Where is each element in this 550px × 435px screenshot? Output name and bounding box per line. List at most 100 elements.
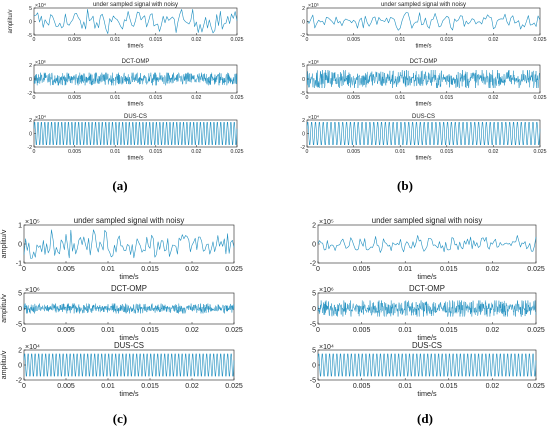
signal-line xyxy=(23,303,235,314)
y-multiplier: ×10⁵ xyxy=(308,3,319,9)
subplot-2-3: 0 0.005 0.01 0.015 0.02 0.025-202 ×10⁴ DUS-CSti… xyxy=(300,114,546,161)
signal-line xyxy=(306,121,541,146)
x-tick-label: 0.02 xyxy=(486,266,500,273)
y-tick-label: 0 xyxy=(312,241,316,248)
subplot-2-1: 0 0.005 0.01 0.015 0.02 0.025-202 ×10⁵ under sa… xyxy=(300,2,546,49)
x-tick-label: 0.02 xyxy=(185,266,199,273)
x-tick-label: 0.02 xyxy=(185,383,199,390)
subplot-2-2: 0 0.005 0.01 0.015 0.02 0.025-505 ×10⁶ DCT-OMPt… xyxy=(300,59,546,107)
signal-line xyxy=(317,353,537,377)
y-tick-label: -5 xyxy=(27,33,32,39)
y-tick-label: -5 xyxy=(310,377,316,384)
x-tick-label: 0 xyxy=(33,95,36,101)
subplot-3-1: 0 0.005 0.01 0.015 0.02 0.025-101 ×10⁵ under sa… xyxy=(0,216,243,281)
y-tick-label: 2 xyxy=(302,6,305,12)
y-axis-label: amplitu/v xyxy=(0,294,8,323)
subplot-title: DUS-CS xyxy=(114,341,144,350)
y-tick-label: -5 xyxy=(16,321,22,328)
signal-line xyxy=(306,69,541,89)
x-tick-label: 0.015 xyxy=(141,383,159,390)
x-tick-label: 0 xyxy=(306,37,309,43)
subplot-title: DCT-OMP xyxy=(111,284,147,293)
x-axis-label: time/s xyxy=(417,272,437,281)
subplot-title: under sampled signal with noisy xyxy=(74,216,185,225)
panel-label: (b) xyxy=(397,178,413,193)
x-tick-label: 0.01 xyxy=(395,37,405,43)
subplot-3-3: 0 0.005 0.01 0.015 0.02 0.025-202 ×10⁴ DUS-CSti… xyxy=(0,341,243,398)
y-tick-label: 5 xyxy=(312,290,316,297)
subplot-title: DUS-CS xyxy=(412,341,442,350)
x-tick-label: 0.02 xyxy=(486,383,500,390)
x-axis-label: time/s xyxy=(417,389,437,398)
axes-box xyxy=(317,224,537,264)
x-tick-label: 0.005 xyxy=(347,37,360,43)
y-tick-label: -2 xyxy=(300,145,305,151)
subplot-title: DCT-OMP xyxy=(122,59,150,65)
x-tick-label: 0.02 xyxy=(488,149,498,155)
y-tick-label: 5 xyxy=(302,63,305,69)
x-tick-label: 0.02 xyxy=(185,327,199,334)
y-tick-label: -2 xyxy=(300,33,305,39)
y-tick-label: -5 xyxy=(300,91,305,97)
y-axis-label: amplitu/v xyxy=(8,9,14,33)
x-tick-label: 0.025 xyxy=(225,266,243,273)
x-tick-label: 0.025 xyxy=(231,95,244,101)
y-multiplier: ×10⁴ xyxy=(319,344,334,351)
x-tick-label: 0.025 xyxy=(231,149,244,155)
x-tick-label: 0.005 xyxy=(68,37,81,43)
x-tick-label: 0.01 xyxy=(398,266,412,273)
x-axis-label: time/s xyxy=(415,43,431,49)
y-tick-label: -2 xyxy=(27,145,32,151)
x-tick-label: 0.005 xyxy=(57,383,75,390)
y-multiplier: ×10⁴ xyxy=(25,344,40,351)
x-axis-label: time/s xyxy=(119,389,139,398)
y-tick-label: -5 xyxy=(310,321,316,328)
x-tick-label: 0.01 xyxy=(398,383,412,390)
x-tick-label: 0.015 xyxy=(149,149,162,155)
y-axis-label: amplitu/v xyxy=(0,350,8,379)
y-tick-label: 0 xyxy=(302,19,305,25)
x-tick-label: 0 xyxy=(22,327,26,334)
x-axis-label: time/s xyxy=(415,101,431,107)
x-tick-label: 0.01 xyxy=(395,149,405,155)
y-multiplier: ×10⁴ xyxy=(308,115,319,121)
y-tick-label: 0 xyxy=(29,131,32,137)
x-tick-label: 0 xyxy=(306,149,309,155)
x-tick-label: 0.005 xyxy=(353,266,371,273)
x-tick-label: 0.02 xyxy=(488,95,498,101)
y-tick-label: 2 xyxy=(312,222,316,229)
x-tick-label: 0 xyxy=(33,37,36,43)
y-multiplier: ×10⁶ xyxy=(319,287,334,294)
y-tick-label: 0 xyxy=(302,131,305,137)
x-tick-label: 0.01 xyxy=(110,37,120,43)
x-tick-label: 0.005 xyxy=(57,327,75,334)
y-tick-label: 0 xyxy=(18,241,22,248)
subplot-3-2: 0 0.005 0.01 0.015 0.02 0.025-505 ×10⁶ DCT-OMPt… xyxy=(0,284,243,342)
signal-line xyxy=(33,121,238,146)
x-tick-label: 0.015 xyxy=(141,266,159,273)
x-axis-label: time/s xyxy=(119,272,139,281)
x-tick-label: 0.01 xyxy=(101,327,115,334)
x-tick-label: 0.025 xyxy=(225,383,243,390)
y-tick-label: 5 xyxy=(29,6,32,12)
x-tick-label: 0.005 xyxy=(353,383,371,390)
x-tick-label: 0.005 xyxy=(57,266,75,273)
y-tick-label: 5 xyxy=(18,290,22,297)
x-tick-label: 0.015 xyxy=(149,37,162,43)
y-tick-label: 2 xyxy=(29,118,32,124)
subplot-title: under sampled signal with noisy xyxy=(372,216,483,225)
subplot-1-2: 0 0.005 0.01 0.015 0.02 0.025-202 ×10⁶ DCT-OMPt… xyxy=(27,59,243,107)
x-tick-label: 0 xyxy=(316,266,320,273)
signal-line xyxy=(317,300,537,317)
y-tick-label: 0 xyxy=(302,77,305,83)
subplot-1-3: 0 0.005 0.01 0.015 0.02 0.025-202 ×10⁴ DUS-CSti… xyxy=(27,114,243,161)
x-tick-label: 0.01 xyxy=(101,383,115,390)
panel-label: (a) xyxy=(112,178,127,193)
y-multiplier: ×10⁵ xyxy=(25,219,40,226)
x-tick-label: 0.02 xyxy=(191,37,201,43)
y-tick-label: 2 xyxy=(18,347,22,354)
x-tick-label: 0.025 xyxy=(534,95,547,101)
panel-label: (c) xyxy=(113,411,127,426)
x-tick-label: 0.01 xyxy=(398,327,412,334)
subplot-title: DCT-OMP xyxy=(410,59,438,65)
